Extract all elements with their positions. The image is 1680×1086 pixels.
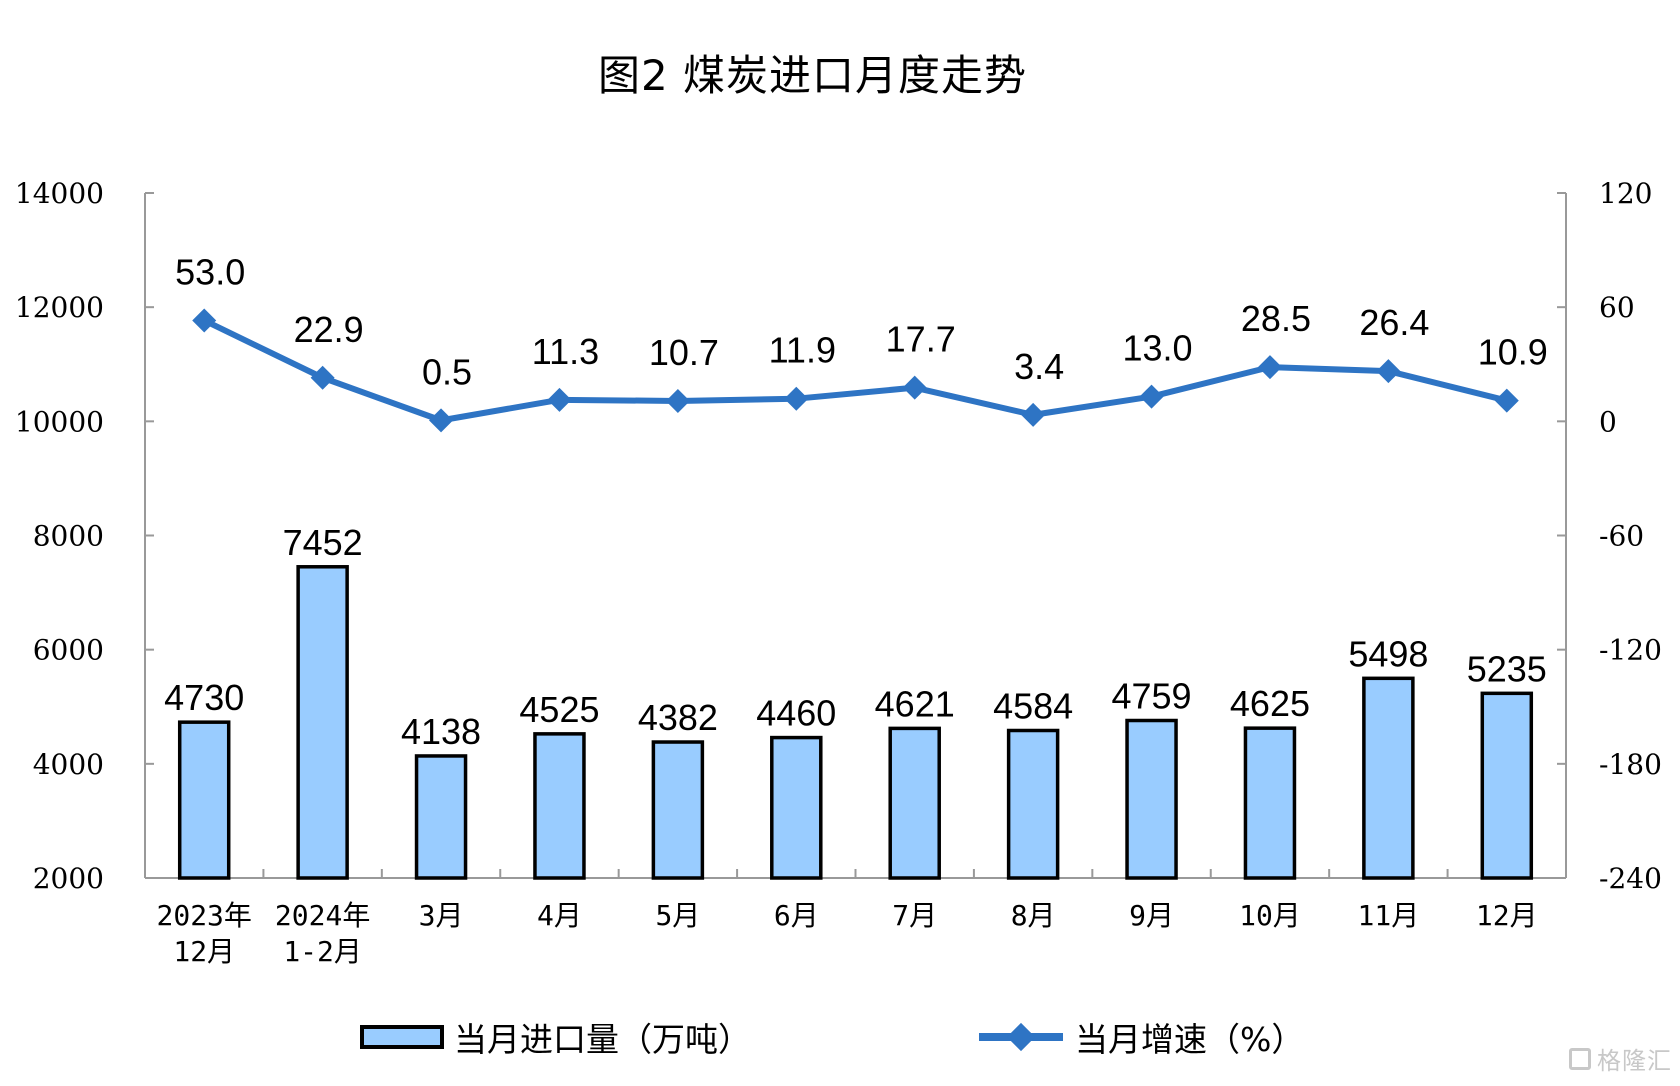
chart-plot-area: 14000 12000 10000 8000 6000 4000 2000 120 60 0 -60… bbox=[15, 177, 1662, 968]
diamond-marker-icon bbox=[1257, 355, 1282, 380]
x-axis-category-label: 7月 bbox=[892, 899, 937, 932]
x-axis-category-label: 2023年 bbox=[156, 899, 251, 932]
bar-value-label: 4759 bbox=[1111, 676, 1191, 717]
bar bbox=[1125, 718, 1178, 880]
bar bbox=[1006, 728, 1060, 880]
x-axis-category-label: 3月 bbox=[419, 899, 464, 932]
legend-item-import-volume: 当月进口量（万吨） bbox=[360, 1013, 751, 1061]
bar bbox=[1243, 726, 1297, 880]
right-axis-tick-label: 0 bbox=[1599, 405, 1617, 438]
line-value-label: 26.4 bbox=[1359, 302, 1429, 343]
right-axis-tick-label: -120 bbox=[1599, 634, 1662, 667]
legend-label-import-volume: 当月进口量（万吨） bbox=[454, 1020, 751, 1059]
watermark: 格隆汇 bbox=[1569, 1041, 1672, 1076]
bar-value-label: 4625 bbox=[1230, 683, 1310, 724]
line-diamond-marker-icon bbox=[979, 1017, 1063, 1057]
line-value-label: 3.4 bbox=[1014, 346, 1064, 387]
x-axis-category-label: 11月 bbox=[1358, 899, 1420, 932]
bar-value-label: 4584 bbox=[993, 685, 1073, 726]
bar bbox=[1362, 676, 1415, 880]
left-axis-tick-label: 12000 bbox=[15, 291, 104, 324]
diamond-marker-icon bbox=[902, 375, 927, 400]
axes: 14000 12000 10000 8000 6000 4000 2000 120 60 0 -60… bbox=[15, 177, 1662, 895]
logo-icon bbox=[1569, 1047, 1591, 1070]
growth-line bbox=[202, 317, 1508, 424]
right-axis-tick-label: -180 bbox=[1599, 748, 1662, 781]
bar bbox=[651, 740, 705, 880]
bar-value-label: 7452 bbox=[283, 522, 363, 563]
legend-label-growth-rate: 当月增速（%） bbox=[1075, 1020, 1305, 1059]
bar bbox=[296, 565, 349, 880]
bar bbox=[770, 735, 823, 880]
x-axis-category-label: 9月 bbox=[1129, 899, 1174, 932]
left-axis-tick-label: 2000 bbox=[33, 862, 104, 895]
diamond-marker-icon bbox=[665, 388, 690, 413]
x-axis-category-label: 10月 bbox=[1239, 899, 1301, 932]
line-value-label: 10.7 bbox=[649, 332, 719, 373]
left-axis-tick-label: 6000 bbox=[33, 634, 104, 667]
bar-swatch-icon bbox=[360, 1025, 444, 1049]
right-axis-tick-label: 120 bbox=[1599, 177, 1652, 210]
left-axis-tick-label: 10000 bbox=[15, 405, 104, 438]
line-value-label: 11.9 bbox=[769, 330, 836, 371]
diamond-marker-icon bbox=[1021, 402, 1046, 427]
diamond-marker-icon bbox=[310, 365, 335, 390]
x-axis-category-label: 2024年 bbox=[275, 899, 370, 932]
diamond-marker-icon bbox=[1139, 384, 1164, 409]
left-axis-tick-label: 4000 bbox=[33, 748, 104, 781]
bar bbox=[177, 720, 231, 880]
line-value-label: 22.9 bbox=[294, 309, 364, 350]
diamond-marker-icon bbox=[1376, 359, 1401, 384]
x-axis-category-label: 5月 bbox=[655, 899, 700, 932]
line-value-label: 17.7 bbox=[886, 319, 956, 360]
bar-value-label: 4730 bbox=[164, 677, 244, 718]
diamond-marker-icon bbox=[1494, 388, 1519, 413]
bar bbox=[533, 732, 586, 880]
bar bbox=[888, 726, 941, 880]
diamond-marker-icon bbox=[547, 387, 572, 412]
right-axis-tick-label: 60 bbox=[1599, 291, 1635, 324]
line-value-label: 11.3 bbox=[532, 331, 599, 372]
diamond-marker-icon bbox=[784, 386, 809, 411]
diamond-marker-icon bbox=[192, 308, 217, 333]
line-value-label: 13.0 bbox=[1123, 328, 1193, 369]
x-axis-category-label: 4月 bbox=[537, 899, 582, 932]
bar-value-label: 4382 bbox=[638, 697, 718, 738]
x-axis-category-label: 8月 bbox=[1011, 899, 1056, 932]
right-axis-tick-label: -240 bbox=[1599, 862, 1662, 895]
x-axis-category-label: 1-2月 bbox=[283, 935, 362, 968]
watermark-text: 格隆汇 bbox=[1597, 1047, 1672, 1075]
line-value-label: 0.5 bbox=[422, 351, 472, 392]
bar-series: 4730 7452 4138 4525 4382 4460 4621 4584 4759 4625… bbox=[164, 522, 1547, 880]
chart-title: 图2 煤炭进口月度走势 bbox=[597, 51, 1028, 100]
bar-value-label: 4460 bbox=[756, 693, 836, 734]
line-value-label: 28.5 bbox=[1241, 298, 1311, 339]
bar-value-label: 5498 bbox=[1348, 633, 1428, 674]
line-series: 53.0 22.9 0.5 11.3 10.7 11.9 17.7 3.4 13.0 28.5 26… bbox=[175, 251, 1548, 433]
line-value-label: 10.9 bbox=[1478, 332, 1548, 373]
bar-value-label: 4525 bbox=[519, 689, 599, 730]
x-axis-category-label: 6月 bbox=[774, 899, 819, 932]
x-axis-category-label: 12月 bbox=[173, 935, 235, 968]
diamond-marker-icon bbox=[429, 408, 454, 433]
legend: 当月进口量（万吨） 当月增速（%） bbox=[360, 1012, 1304, 1062]
left-axis-tick-label: 14000 bbox=[15, 177, 104, 210]
legend-item-growth-rate: 当月增速（%） bbox=[979, 1013, 1304, 1061]
right-axis-tick-label: -60 bbox=[1599, 520, 1644, 553]
bar-value-label: 4621 bbox=[875, 683, 955, 724]
bar-value-label: 4138 bbox=[401, 711, 481, 752]
left-axis-tick-label: 8000 bbox=[33, 520, 104, 553]
bar bbox=[1480, 691, 1534, 880]
line-value-label: 53.0 bbox=[175, 251, 245, 292]
bar-value-label: 5235 bbox=[1467, 648, 1547, 689]
x-axis-category-label: 12月 bbox=[1476, 899, 1538, 932]
bar bbox=[414, 754, 468, 880]
